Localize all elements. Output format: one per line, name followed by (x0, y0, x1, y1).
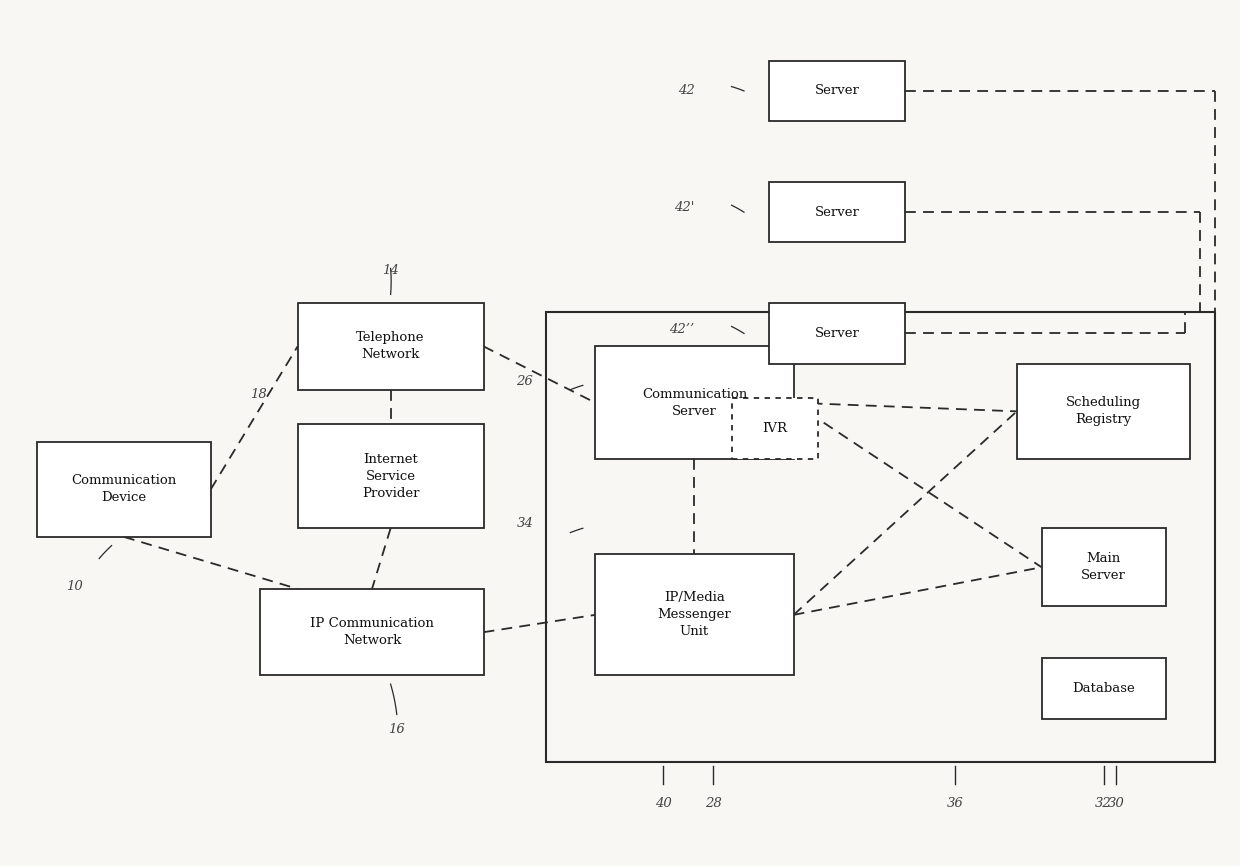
Text: 34: 34 (516, 517, 533, 531)
Bar (298, 303, 484, 390)
Text: Main
Server: Main Server (1081, 553, 1126, 582)
Text: 18: 18 (249, 387, 267, 401)
Text: 16: 16 (388, 723, 405, 736)
Text: Server: Server (815, 84, 859, 98)
Text: IP Communication
Network: IP Communication Network (310, 617, 434, 647)
Text: Scheduling
Registry: Scheduling Registry (1066, 397, 1141, 426)
Text: Communication
Device: Communication Device (72, 475, 176, 504)
Bar (1042, 528, 1166, 606)
Bar (546, 312, 1215, 762)
Text: Internet
Service
Provider: Internet Service Provider (362, 453, 419, 500)
Bar (769, 61, 905, 121)
Bar (595, 346, 794, 459)
Text: 32: 32 (1095, 797, 1112, 810)
Text: Server: Server (815, 326, 859, 340)
Text: 42: 42 (677, 84, 694, 98)
Bar (1042, 658, 1166, 719)
Text: IVR: IVR (763, 422, 787, 436)
Text: 42’’: 42’’ (670, 322, 694, 336)
Text: 40: 40 (655, 797, 672, 810)
Bar (732, 398, 818, 459)
Text: IP/Media
Messenger
Unit: IP/Media Messenger Unit (657, 591, 732, 638)
Text: 26: 26 (516, 374, 533, 388)
Text: Server: Server (815, 205, 859, 219)
Bar (769, 182, 905, 242)
Bar (595, 554, 794, 675)
Bar (1017, 364, 1190, 459)
Text: 14: 14 (382, 264, 399, 277)
Text: 10: 10 (66, 580, 83, 593)
Text: 42': 42' (675, 201, 694, 215)
Bar (769, 303, 905, 364)
Bar (260, 589, 484, 675)
Bar (298, 424, 484, 528)
Text: Communication
Server: Communication Server (642, 388, 746, 417)
Text: 30: 30 (1107, 797, 1125, 810)
Text: 36: 36 (946, 797, 963, 810)
Text: Telephone
Network: Telephone Network (356, 332, 425, 361)
Text: Database: Database (1073, 682, 1135, 695)
Bar (37, 442, 211, 537)
Text: 28: 28 (704, 797, 722, 810)
